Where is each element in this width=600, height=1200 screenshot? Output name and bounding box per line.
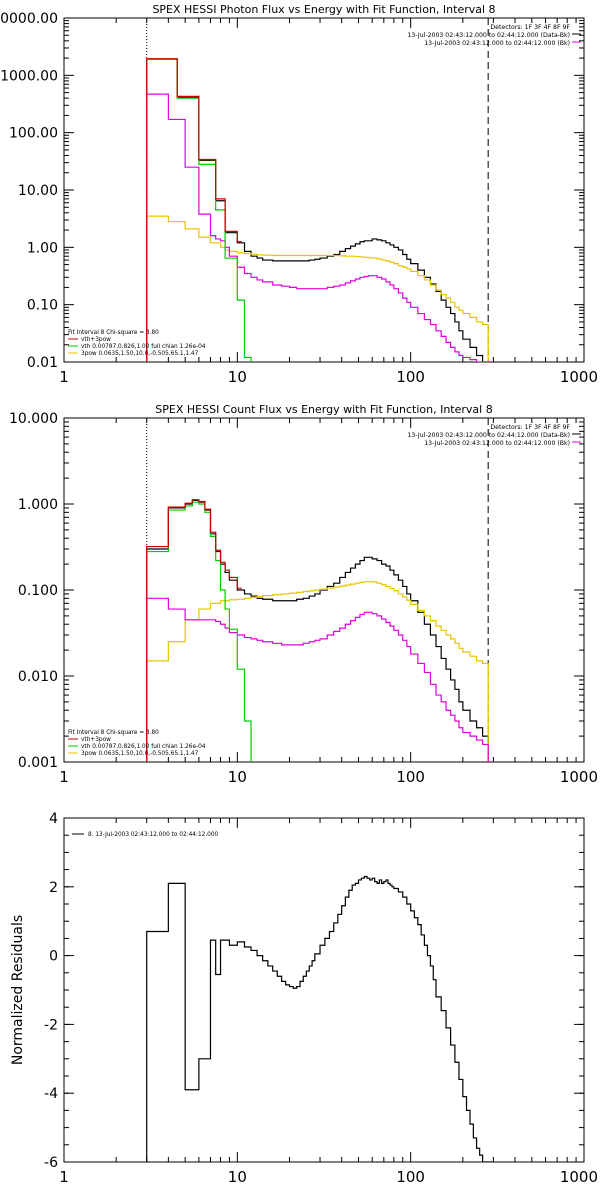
legend-entry: 8. 13-Jul-2003 02:43:12.000 to 02:44:12.…	[88, 832, 219, 838]
y-tick-label: 100.00	[9, 126, 58, 142]
x-tick-label: 100	[396, 768, 425, 786]
y-tick-label: 0.10	[27, 298, 58, 314]
legend-entry: vth 0.00787,0.826,1.00 full chian 1.26e-…	[81, 344, 206, 350]
series-group	[146, 58, 493, 362]
header-line: Detectors: 1F 3F 4F 8F 9F	[490, 424, 570, 431]
x-tick-label: 10	[228, 1168, 247, 1186]
y-tick-label: 2	[49, 880, 58, 896]
legend-entry: 3pow 0.0635,1.50,10.0,-0.505,65.1,1.47	[81, 751, 199, 757]
header-line: 13-Jul-2003 02:43:12.000 to 02:44:12.000…	[424, 40, 570, 47]
series-group	[146, 875, 493, 1162]
x-tick-label: 1000	[560, 368, 598, 386]
x-tick-label: 1	[59, 368, 69, 386]
series-line-1	[146, 875, 493, 1162]
legend-entry: Fit Interval 8 Chi-square = 3.80	[68, 330, 159, 336]
chart-panel-2: SPEX HESSI Count Flux vs Energy with Fit…	[9, 403, 598, 786]
x-tick-label: 1000	[560, 1168, 598, 1186]
legend-entry: 3pow 0.0635,1.50,10.0,-0.505,65.1,1.47	[81, 351, 199, 357]
y-tick-label: -6	[44, 1155, 58, 1171]
y-tick-label: 1.00	[27, 240, 58, 256]
chart-title: SPEX HESSI Count Flux vs Energy with Fit…	[155, 403, 492, 416]
legend-entry: vth 0.00787,0.826,1.00 full chian 1.26e-…	[81, 744, 206, 750]
series-line-5	[146, 499, 242, 762]
x-tick-label: 1000	[560, 768, 598, 786]
series-line-4	[146, 58, 252, 362]
series-line-3	[146, 597, 493, 762]
y-tick-label: 0	[49, 949, 58, 965]
y-tick-label: 10.00	[18, 183, 58, 199]
chart-panel-1: SPEX HESSI Photon Flux vs Energy with Fi…	[0, 3, 598, 386]
series-line-4	[146, 501, 252, 762]
x-tick-label: 100	[396, 1168, 425, 1186]
y-axis-label: Normalized Residuals	[10, 915, 26, 1065]
y-tick-label: 10.000	[9, 411, 58, 427]
x-tick-label: 10	[228, 368, 247, 386]
y-tick-label: 4	[49, 811, 58, 827]
y-tick-label: -2	[44, 1017, 58, 1033]
header-line: 13-Jul-2003 02:43:12.000 to 02:44:12.000…	[407, 432, 570, 439]
y-tick-label: -4	[44, 1086, 58, 1102]
y-tick-label: 0.100	[18, 583, 58, 599]
chart-title: SPEX HESSI Photon Flux vs Energy with Fi…	[152, 3, 495, 16]
header-line: 13-Jul-2003 02:43:12.000 to 02:44:12.000…	[407, 32, 570, 39]
header-line: 13-Jul-2003 02:43:12.000 to 02:44:12.000…	[424, 440, 570, 447]
y-tick-label: 1000.00	[0, 68, 58, 84]
series-group	[146, 499, 493, 762]
y-tick-label: 1.000	[18, 497, 58, 513]
x-tick-label: 1	[59, 1168, 69, 1186]
legend-entry: vth+3pow	[81, 737, 111, 743]
x-tick-label: 100	[396, 368, 425, 386]
legend-entry: Fit Interval 8 Chi-square = 3.80	[68, 730, 159, 736]
y-tick-label: 0.010	[18, 669, 58, 685]
plot-frame	[63, 817, 585, 1163]
plot-frame	[63, 17, 585, 363]
series-line-1	[146, 58, 493, 362]
y-tick-label: 0.01	[27, 355, 58, 371]
series-line-5	[146, 58, 242, 362]
x-tick-label: 10	[228, 768, 247, 786]
legend-entry: vth+3pow	[81, 337, 111, 343]
y-tick-label: 0.001	[18, 755, 58, 771]
chart-panel-3: 1 10 100 1000 -6 -4 -2 0 2 4 Normalized Residuals 8…	[10, 811, 598, 1186]
series-line-3	[146, 93, 493, 362]
header-line: Detectors: 1F 3F 4F 8F 9F	[490, 24, 570, 31]
x-tick-label: 1	[59, 768, 69, 786]
series-line-2	[146, 581, 493, 762]
series-line-1	[146, 499, 493, 762]
